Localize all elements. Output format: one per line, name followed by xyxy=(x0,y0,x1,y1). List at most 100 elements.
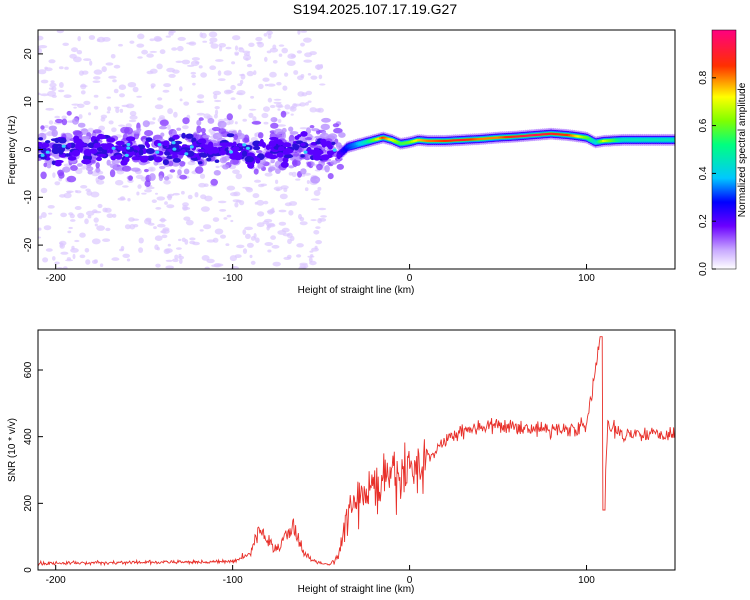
noise-blob xyxy=(245,233,251,239)
x-tick-label: 0 xyxy=(407,273,413,284)
y-tick-label: 400 xyxy=(23,428,34,445)
noise-blob xyxy=(230,192,238,197)
noise-blob xyxy=(215,59,224,62)
noise-blob xyxy=(166,204,175,209)
core-blob xyxy=(259,138,264,146)
signal-blob xyxy=(321,117,331,123)
noise-blob xyxy=(63,192,72,199)
noise-blob xyxy=(277,108,281,111)
signal-blob xyxy=(253,168,259,175)
signal-blob xyxy=(97,175,105,181)
noise-blob xyxy=(176,45,184,52)
noise-blob xyxy=(167,243,171,247)
noise-blob xyxy=(232,169,240,175)
noise-blob xyxy=(209,65,217,70)
signal-blob xyxy=(158,175,163,182)
noise-blob xyxy=(156,63,163,70)
core-blob xyxy=(131,156,141,161)
noise-blob xyxy=(278,44,285,47)
noise-blob xyxy=(264,172,273,177)
noise-blob xyxy=(239,79,244,85)
noise-blob xyxy=(48,87,54,90)
signal-blob xyxy=(202,134,211,139)
noise-blob xyxy=(244,226,254,231)
noise-blob xyxy=(200,206,210,212)
noise-blob xyxy=(84,218,89,225)
core-blob xyxy=(232,146,240,152)
noise-blob xyxy=(317,217,322,224)
noise-blob xyxy=(164,201,168,205)
noise-blob xyxy=(280,185,289,190)
noise-blob xyxy=(52,172,56,178)
noise-blob xyxy=(58,89,65,93)
noise-blob xyxy=(209,37,218,43)
noise-blob xyxy=(41,212,47,218)
signal-blob xyxy=(72,117,79,125)
noise-blob xyxy=(121,104,130,108)
noise-blob xyxy=(54,115,60,119)
signal-blob xyxy=(338,132,346,138)
core-blob xyxy=(300,131,308,137)
noise-blob xyxy=(77,212,85,219)
signal-blob xyxy=(106,159,111,166)
noise-blob xyxy=(297,30,301,35)
noise-blob xyxy=(178,238,182,242)
bright-spot xyxy=(126,146,131,150)
signal-blob xyxy=(196,125,202,134)
signal-blob xyxy=(80,128,89,135)
noise-blob xyxy=(246,187,253,193)
colorbar-tick-label: 0.6 xyxy=(698,118,709,132)
signal-blob xyxy=(256,150,263,154)
noise-blob xyxy=(299,127,309,130)
core-blob xyxy=(197,138,205,144)
noise-blob xyxy=(48,120,54,125)
noise-blob xyxy=(48,59,56,64)
signal-blob xyxy=(320,123,330,131)
noise-blob xyxy=(165,248,173,253)
noise-blob xyxy=(127,82,137,88)
noise-blob xyxy=(136,191,140,196)
bright-spot xyxy=(157,143,162,147)
noise-blob xyxy=(267,83,276,87)
core-blob xyxy=(71,149,81,157)
noise-blob xyxy=(182,206,191,210)
bright-spot xyxy=(184,152,189,156)
noise-blob xyxy=(257,211,265,217)
snr-y-axis-label: SNR (10 * v/v) xyxy=(7,418,18,482)
y-tick-label: 0 xyxy=(23,146,34,152)
noise-blob xyxy=(287,254,292,259)
colorbar-ticks: 0.0 0.2 0.4 0.6 0.8 xyxy=(698,70,716,276)
noise-blob xyxy=(141,49,149,55)
noise-blob xyxy=(267,97,273,103)
snr-y-ticks: 0 200 400 600 xyxy=(23,361,43,573)
noise-blob xyxy=(72,253,76,260)
noise-blob xyxy=(309,107,317,113)
noise-blob xyxy=(38,69,47,75)
y-tick-label: -10 xyxy=(23,190,34,205)
noise-blob xyxy=(144,189,152,193)
noise-blob xyxy=(85,188,91,192)
core-blob xyxy=(330,141,336,146)
signal-blob xyxy=(257,132,264,139)
noise-blob xyxy=(43,225,52,231)
noise-blob xyxy=(111,257,120,261)
noise-blob xyxy=(78,114,83,119)
noise-blob xyxy=(46,131,53,137)
noise-blob xyxy=(93,217,99,223)
noise-blob xyxy=(291,171,297,177)
x-tick-label: -100 xyxy=(223,273,243,284)
noise-blob xyxy=(200,72,208,78)
core-blob xyxy=(312,154,322,161)
core-blob xyxy=(185,133,194,139)
noise-blob xyxy=(94,223,98,227)
noise-blob xyxy=(213,114,218,119)
noise-blob xyxy=(296,243,304,248)
noise-blob xyxy=(144,218,152,225)
core-blob xyxy=(106,137,116,143)
noise-blob xyxy=(138,237,144,244)
signal-blob xyxy=(198,117,204,121)
noise-blob xyxy=(137,56,143,59)
core-blob xyxy=(115,154,123,160)
noise-blob xyxy=(59,243,65,249)
noise-blob xyxy=(318,74,323,80)
